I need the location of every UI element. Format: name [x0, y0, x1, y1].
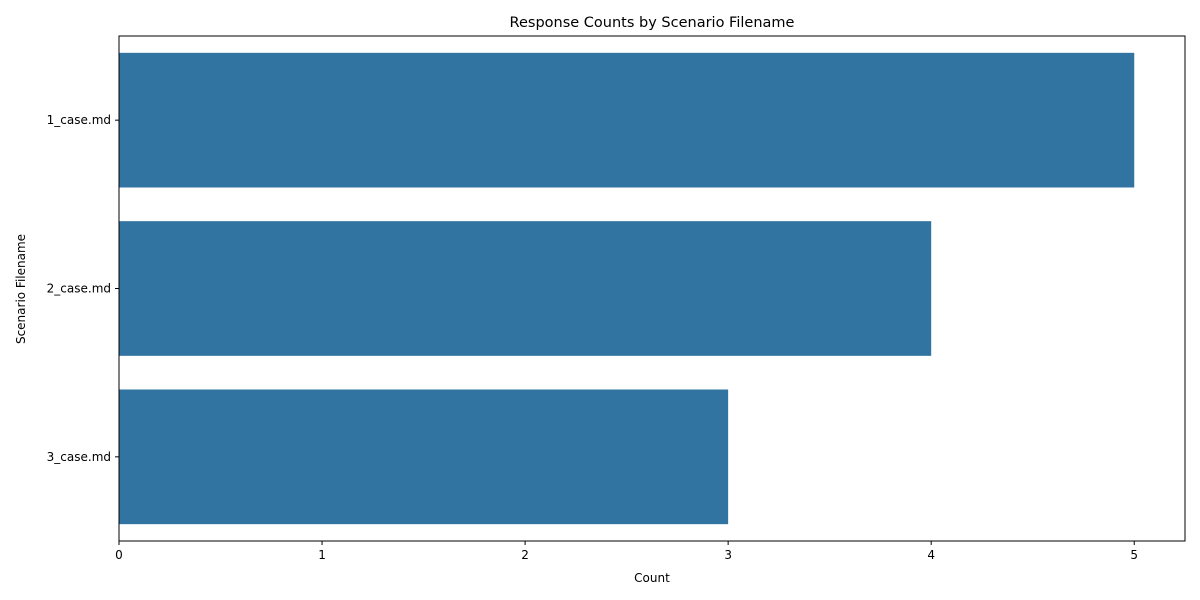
x-tick-label: 2 — [521, 548, 529, 562]
x-tick-label: 1 — [318, 548, 326, 562]
x-axis-label: Count — [634, 571, 670, 585]
x-tick-label: 0 — [115, 548, 123, 562]
x-tick-label: 3 — [724, 548, 732, 562]
x-axis-ticks: 0 1 2 3 4 5 — [115, 541, 1138, 562]
y-tick-label: 1_case.md — [47, 113, 111, 127]
bars-group — [119, 52, 1135, 525]
bar-1-case-md — [119, 52, 1135, 188]
bar-3-case-md — [119, 389, 729, 525]
x-tick-label: 4 — [927, 548, 935, 562]
y-axis-label: Scenario Filename — [14, 234, 28, 344]
y-tick-label: 2_case.md — [47, 282, 111, 296]
x-tick-label: 5 — [1130, 548, 1138, 562]
y-axis-ticks: 1_case.md 2_case.md 3_case.md — [47, 113, 119, 464]
y-tick-label: 3_case.md — [47, 450, 111, 464]
bar-2-case-md — [119, 221, 932, 356]
chart-title: Response Counts by Scenario Filename — [510, 15, 795, 31]
